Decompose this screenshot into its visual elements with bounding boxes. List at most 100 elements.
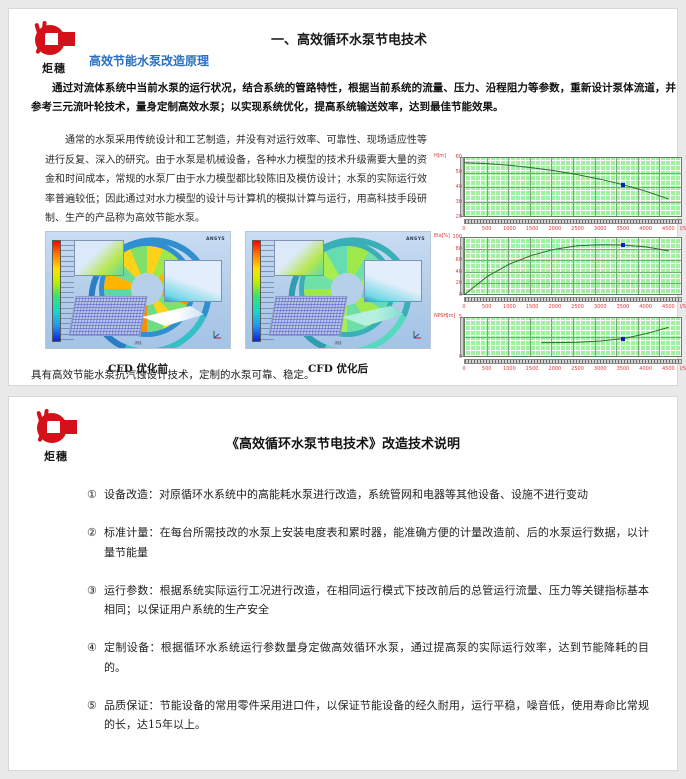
chart-y-tick: 0 [438, 292, 462, 298]
chart-x-tick: 0 [462, 366, 465, 372]
intro-paragraph: 通过对流体系统中当前水泵的运行状况，结合系统的管路特性，根据当前系统的流量、压力… [31, 79, 676, 118]
chart-x-tick: 3000 [594, 226, 607, 232]
chart-x-tick: 1500 [526, 366, 539, 372]
list-item-number: ① [87, 485, 104, 504]
cfd-figure-before: ANSYS 流线 CFD 优化前 [45, 231, 231, 349]
chart-x-tick: 2500 [571, 304, 584, 310]
chart-curve [464, 317, 682, 357]
chart-x-tick: 1000 [503, 366, 516, 372]
cfd-figure-row: ANSYS 流线 CFD 优化前 [45, 231, 431, 349]
list-item-text: 运行参数：根据系统实际运行工况进行改造，在相同运行模式下技改前后的总管运行流量、… [104, 581, 649, 620]
chart-y-tick: 40 [438, 184, 462, 190]
axis-triad-icon [412, 329, 422, 339]
ansys-watermark: ANSYS [406, 237, 425, 242]
axis-triad-icon [212, 329, 222, 339]
chart-y-tick: 0 [438, 354, 462, 360]
ansys-watermark: ANSYS [206, 237, 225, 242]
page-title: 一、高效循环水泵节电技术 [159, 29, 539, 48]
brand-name: 炬穗 [23, 60, 85, 76]
list-item-text: 定制设备：根据循环水系统运行参数量身定做高效循环水泵，通过提高泵的实际运行效率，… [104, 638, 649, 677]
performance-chart-0: H[m]605040302005001000150020002500300035… [434, 155, 686, 229]
operating-point-marker [621, 337, 625, 341]
chart-x-unit: l/S [680, 226, 686, 232]
chart-x-tick: 2000 [548, 304, 561, 310]
cfd-image-before: ANSYS 流线 [45, 231, 231, 349]
chart-y-tick: 20 [438, 280, 462, 286]
list-item: ③运行参数：根据系统实际运行工况进行改造，在相同运行模式下技改前后的总管运行流量… [87, 581, 649, 620]
chart-x-tick: 4500 [662, 366, 675, 372]
top-slide-card: 炬穗 一、高效循环水泵节电技术 高效节能水泵改造原理 通过对流体系统中当前水泵的… [8, 8, 678, 386]
chart-x-unit: l/S [680, 304, 686, 310]
chart-y-tick: 40 [438, 269, 462, 275]
chart-x-tick: 500 [482, 226, 492, 232]
list-item-text: 标准计量：在每台所需技改的水泵上安装电度表和累时器，能准确方便的计量改造前、后的… [104, 523, 649, 562]
chart-x-tick: 1000 [503, 226, 516, 232]
list-item: ②标准计量：在每台所需技改的水泵上安装电度表和累时器，能准确方便的计量改造前、后… [87, 523, 649, 562]
chart-x-tick: 3500 [617, 304, 630, 310]
list-item-text: 品质保证：节能设备的常用零件采用进口件，以保证节能设备的经久耐用，运行平稳，噪音… [104, 696, 649, 735]
mesh-patch [68, 296, 147, 336]
chart-x-tick: 500 [482, 304, 492, 310]
chart-x-tick: 4000 [639, 304, 652, 310]
inset-detail-a [274, 240, 324, 276]
inset-detail-a [74, 240, 124, 276]
mesh-patch [268, 296, 347, 336]
chart-x-tick: 2500 [571, 366, 584, 372]
chart-x-tick: 3000 [594, 366, 607, 372]
chart-y-tick: 60 [438, 154, 462, 160]
chart-x-tick: 3500 [617, 226, 630, 232]
chart-x-tick: 1000 [503, 304, 516, 310]
chart-x-tick: 4000 [639, 226, 652, 232]
chart-y-tick: 20 [438, 214, 462, 220]
flame-circle-logo-icon [29, 25, 79, 59]
list-item-number: ④ [87, 638, 104, 677]
chart-x-tick: 4500 [662, 304, 675, 310]
chart-y-tick: 5 [438, 314, 462, 320]
list-item: ①设备改造：对原循环水系统中的高能耗水泵进行改造，系统管网和电器等其他设备、设施… [87, 485, 649, 504]
chart-x-unit: l/S [680, 366, 686, 372]
list-item-number: ② [87, 523, 104, 562]
colorbar-icon [52, 240, 61, 342]
colorbar-icon [252, 240, 261, 342]
chart-x-tick: 1500 [526, 226, 539, 232]
chart-x-tick: 3500 [617, 366, 630, 372]
document-title: 《高效循环水泵节电技术》改造技术说明 [9, 433, 677, 452]
chart-y-tick: 50 [438, 169, 462, 175]
chart-x-tick: 2000 [548, 226, 561, 232]
chart-x-tick: 2000 [548, 366, 561, 372]
inset-detail-b [164, 260, 222, 302]
operating-point-marker [621, 243, 625, 247]
chart-x-axis [464, 359, 682, 364]
list-item-text: 设备改造：对原循环水系统中的高能耗水泵进行改造，系统管网和电器等其他设备、设施不… [104, 485, 649, 504]
chart-curve [464, 157, 682, 217]
chart-x-tick: 500 [482, 366, 492, 372]
chart-x-axis [464, 297, 682, 302]
list-item-number: ③ [87, 581, 104, 620]
cfd-axis-label: 流线 [246, 341, 430, 346]
cfd-axis-label: 流线 [46, 341, 230, 346]
cfd-figure-after: ANSYS 流线 CFD 优化后 [245, 231, 431, 349]
chart-y-tick: 80 [438, 246, 462, 252]
chart-y-tick: 60 [438, 257, 462, 263]
cfd-image-after: ANSYS 流线 [245, 231, 431, 349]
chart-x-tick: 4500 [662, 226, 675, 232]
chart-x-tick: 0 [462, 226, 465, 232]
brand-logo: 炬穗 [23, 25, 85, 76]
technical-notes-list: ①设备改造：对原循环水系统中的高能耗水泵进行改造，系统管网和电器等其他设备、设施… [87, 485, 649, 753]
chart-x-tick: 3000 [594, 304, 607, 310]
chart-x-tick: 4000 [639, 366, 652, 372]
chart-x-tick: 0 [462, 304, 465, 310]
section-subtitle: 高效节能水泵改造原理 [89, 52, 209, 69]
closing-note: 具有高效节能水泵抗汽蚀设计技术，定制的水泵可靠、稳定。 [31, 367, 315, 382]
performance-chart-1: Eta[%]1008060402000500100015002000250030… [434, 235, 686, 309]
list-item: ⑤品质保证：节能设备的常用零件采用进口件，以保证节能设备的经久耐用，运行平稳，噪… [87, 696, 649, 735]
list-item-number: ⑤ [87, 696, 104, 735]
pump-performance-curves: H[m]605040302005001000150020002500300035… [434, 155, 686, 391]
performance-chart-2: NPSH[m]500500100015002000250030003500400… [434, 315, 686, 369]
slide-page: 炬穗 一、高效循环水泵节电技术 高效节能水泵改造原理 通过对流体系统中当前水泵的… [0, 0, 686, 779]
chart-x-axis [464, 219, 682, 224]
chart-y-tick: 30 [438, 199, 462, 205]
bottom-slide-card: 炬穗 《高效循环水泵节电技术》改造技术说明 ①设备改造：对原循环水系统中的高能耗… [8, 396, 678, 771]
body-paragraph: 通常的水泵采用传统设计和工艺制造，并没有对运行效率、可靠性、现场适应性等进行反复… [45, 131, 427, 229]
chart-x-tick: 1500 [526, 304, 539, 310]
